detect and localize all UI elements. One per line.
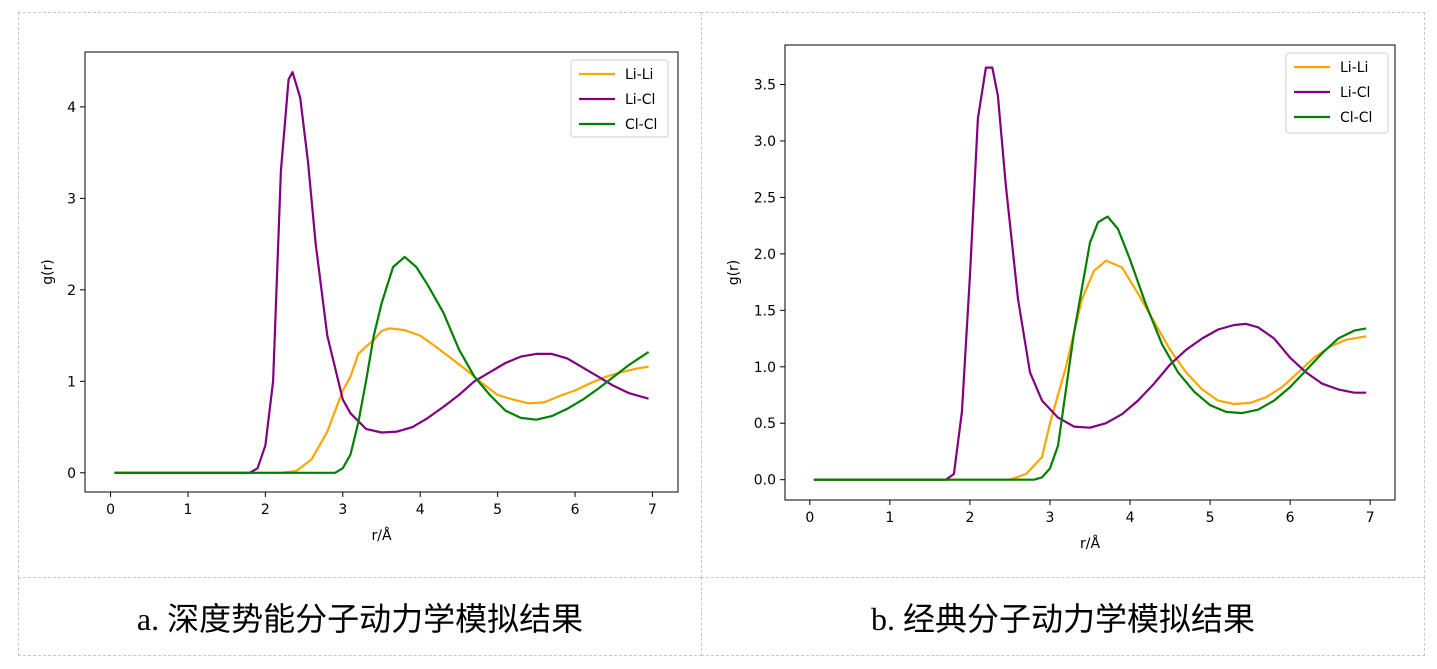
caption-a: a. 深度势能分子动力学模拟结果 — [136, 601, 584, 637]
series-line-li-cl — [114, 70, 649, 474]
x-tick-label: 6 — [571, 502, 580, 518]
x-tick-label: 0 — [805, 510, 814, 526]
x-tick-label: 1 — [184, 502, 193, 518]
y-tick-label: 2 — [67, 283, 76, 299]
x-axis-label: r/Å — [1080, 535, 1100, 552]
x-tick-label: 5 — [493, 502, 502, 518]
series-line-li-li — [813, 259, 1367, 481]
x-tick-label: 0 — [106, 502, 115, 518]
x-axis-label: r/Å — [371, 527, 391, 544]
legend: Li-Li Li-Cl Cl-Cl — [1285, 52, 1389, 134]
legend-label: Li-Li — [1340, 60, 1368, 76]
y-tick-label: 3.5 — [754, 78, 776, 94]
axes-frame — [84, 51, 679, 493]
x-tick-label: 6 — [1286, 510, 1295, 526]
x-tick-label: 4 — [416, 502, 425, 518]
y-tick-label: 1 — [67, 374, 76, 390]
y-axis-label: g(r) — [726, 260, 742, 286]
y-tick-label: 1.0 — [754, 360, 776, 376]
caption-b: b. 经典分子动力学模拟结果 — [870, 601, 1255, 637]
y-tick-label: 3.0 — [754, 134, 776, 150]
series-line-li-li — [114, 327, 649, 474]
legend-box — [1285, 52, 1389, 134]
series-line-cl-cl — [813, 215, 1367, 481]
x-tick-label: 3 — [1046, 510, 1055, 526]
chart-b: 0 1 2 3 4 5 6 7 0.0 0.5 1.0 1.5 2.0 2.5 3.0 3.5 r/Å g(r) L… — [726, 44, 1396, 552]
legend-label: Li-Li — [625, 67, 653, 83]
y-tick-label: 1.5 — [754, 303, 776, 319]
legend-label: Li-Cl — [1340, 85, 1370, 101]
x-tick-label: 2 — [965, 510, 974, 526]
y-tick-label: 2.0 — [754, 247, 776, 263]
axes-frame — [784, 44, 1396, 501]
y-tick-label: 4 — [67, 100, 76, 116]
y-tick-label: 3 — [67, 191, 76, 207]
x-tick-label: 3 — [338, 502, 347, 518]
x-tick-label: 1 — [885, 510, 894, 526]
legend-label: Li-Cl — [625, 92, 655, 108]
caption-b-cell — [701, 577, 1425, 656]
x-tick-label: 5 — [1206, 510, 1215, 526]
y-tick-label: 2.5 — [754, 190, 776, 206]
y-axis-label: g(r) — [40, 259, 56, 285]
x-tick-label: 4 — [1126, 510, 1135, 526]
y-tick-label: 0.0 — [754, 473, 776, 489]
y-tick-label: 0.5 — [754, 416, 776, 432]
x-tick-label: 7 — [648, 502, 657, 518]
x-tick-label: 2 — [261, 502, 270, 518]
legend-label: Cl-Cl — [1340, 110, 1372, 126]
series-line-li-cl — [813, 66, 1367, 481]
x-tick-label: 7 — [1366, 510, 1375, 526]
series-line-cl-cl — [114, 255, 650, 474]
legend-box — [570, 59, 669, 138]
legend: Li-Li Li-Cl Cl-Cl — [570, 59, 669, 138]
y-tick-label: 0 — [67, 466, 76, 482]
legend-label: Cl-Cl — [625, 117, 657, 133]
chart-a: 0 1 2 3 4 5 6 7 0 1 2 3 4 r/Å g(r) Li-Li Li-Cl Cl-Cl — [40, 51, 679, 544]
